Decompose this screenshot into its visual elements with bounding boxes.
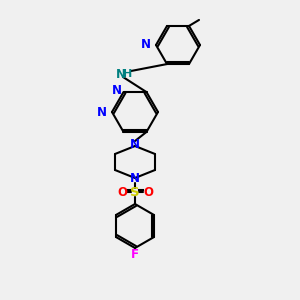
Text: N: N [130, 172, 140, 185]
Text: S: S [130, 185, 140, 199]
Text: N: N [130, 139, 140, 152]
Text: O: O [117, 185, 127, 199]
Text: N: N [116, 68, 126, 80]
Text: H: H [123, 69, 133, 79]
Text: N: N [97, 106, 107, 118]
Text: F: F [131, 248, 139, 262]
Text: O: O [143, 185, 153, 199]
Text: N: N [141, 38, 151, 52]
Text: N: N [112, 84, 122, 97]
